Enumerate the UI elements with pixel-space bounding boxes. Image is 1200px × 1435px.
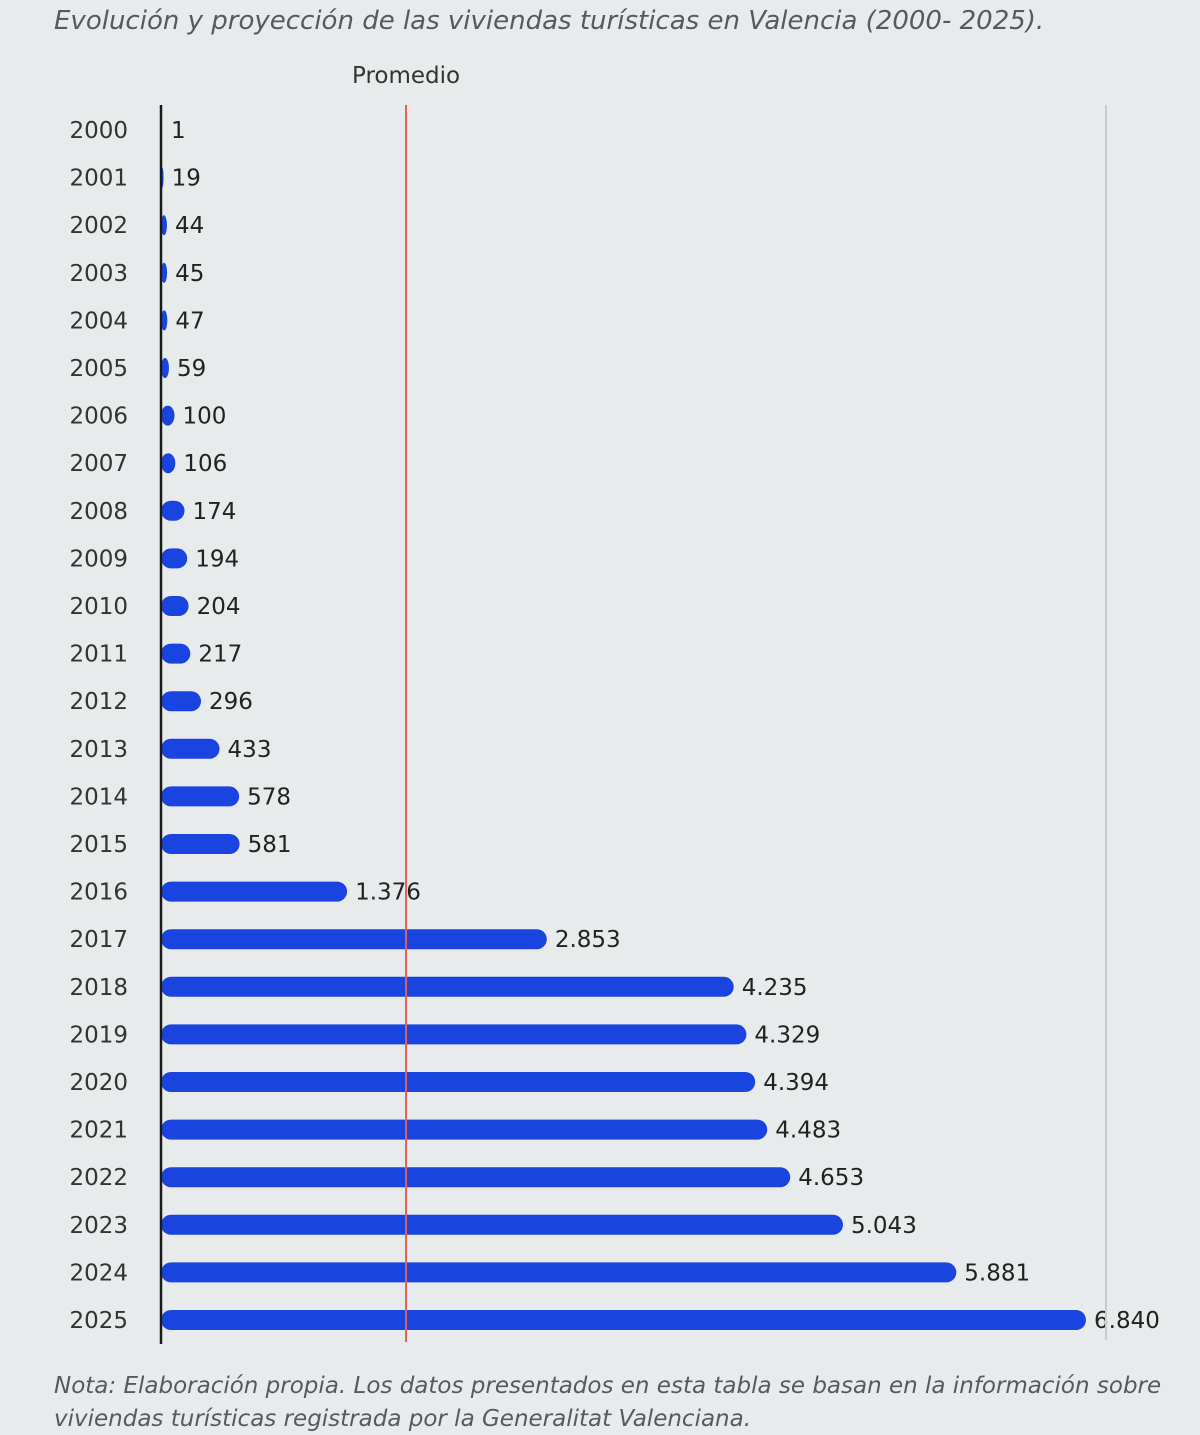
value-label-2012: 296 [209, 689, 253, 715]
bar-2009 [161, 548, 188, 569]
value-label-2000: 1 [171, 118, 186, 144]
value-label-2005: 59 [177, 356, 206, 382]
bar-2002 [161, 215, 167, 236]
bar-2017 [161, 929, 547, 950]
value-label-2006: 100 [183, 404, 227, 430]
bar-2023 [161, 1214, 843, 1235]
year-label-2020: 2020 [69, 1070, 128, 1096]
year-label-2006: 2006 [69, 404, 128, 430]
bar-2014 [161, 786, 240, 807]
value-label-2015: 581 [248, 832, 292, 858]
value-label-2020: 4.394 [763, 1070, 829, 1096]
value-label-2014: 578 [247, 784, 291, 810]
bar-2018 [161, 976, 734, 997]
bar-2025 [161, 1310, 1086, 1330]
value-label-2004: 47 [175, 308, 204, 334]
value-label-2016: 1.376 [355, 880, 421, 906]
bar-chart: 2000 1 2001 19 2002 44 2003 45 2004 47 2005 59 2006 1… [69, 63, 1160, 1344]
year-label-2000: 2000 [69, 118, 128, 144]
year-label-2003: 2003 [69, 261, 128, 287]
value-label-2009: 194 [195, 546, 239, 572]
value-label-2024: 5.881 [964, 1260, 1030, 1286]
bar-2004 [161, 310, 168, 331]
year-label-2022: 2022 [69, 1165, 128, 1191]
value-label-2013: 433 [228, 737, 272, 763]
year-label-2018: 2018 [69, 975, 128, 1001]
bar-2005 [161, 358, 169, 378]
year-label-2002: 2002 [69, 213, 128, 239]
bar-2008 [161, 500, 185, 521]
bar-2024 [161, 1262, 957, 1283]
value-label-2023: 5.043 [851, 1213, 917, 1239]
value-label-2017: 2.853 [555, 927, 621, 953]
bar-2012 [161, 691, 202, 712]
year-label-2025: 2025 [69, 1308, 128, 1334]
labels-layer: 2000 1 2001 19 2002 44 2003 45 2004 47 2005 59 2006 1… [69, 118, 1159, 1334]
bar-2006 [161, 405, 175, 426]
year-label-2007: 2007 [69, 451, 128, 477]
year-label-2021: 2021 [69, 1118, 128, 1144]
year-label-2004: 2004 [69, 308, 128, 334]
year-label-2012: 2012 [69, 689, 128, 715]
year-label-2017: 2017 [69, 927, 128, 953]
value-label-2007: 106 [183, 451, 227, 477]
value-label-2003: 45 [175, 261, 204, 287]
bar-2013 [161, 738, 220, 759]
bar-2016 [161, 881, 348, 902]
value-label-2002: 44 [175, 213, 204, 239]
bar-2015 [161, 834, 240, 854]
year-label-2016: 2016 [69, 880, 128, 906]
value-label-2019: 4.329 [754, 1022, 820, 1048]
year-label-2010: 2010 [69, 594, 128, 620]
value-label-2011: 217 [198, 642, 242, 668]
chart-title: Evolución y proyección de las viviendas … [54, 6, 1045, 36]
value-label-2022: 4.653 [798, 1165, 864, 1191]
year-label-2005: 2005 [69, 356, 128, 382]
value-label-2025: 6.840 [1094, 1308, 1160, 1334]
year-label-2011: 2011 [69, 642, 128, 668]
value-label-2001: 19 [172, 166, 201, 192]
value-label-2008: 174 [193, 499, 237, 525]
year-label-2001: 2001 [69, 166, 128, 192]
bar-2022 [161, 1167, 791, 1188]
bar-2020 [161, 1072, 756, 1092]
value-label-2021: 4.483 [775, 1118, 841, 1144]
bars-layer [161, 120, 1086, 1330]
year-label-2024: 2024 [69, 1260, 128, 1286]
year-label-2019: 2019 [69, 1022, 128, 1048]
year-label-2014: 2014 [69, 784, 128, 810]
average-reference-label: Promedio [352, 63, 460, 89]
bar-2019 [161, 1024, 747, 1045]
year-label-2009: 2009 [69, 546, 128, 572]
bar-2003 [161, 262, 168, 283]
bar-2010 [161, 596, 189, 616]
year-label-2023: 2023 [69, 1213, 128, 1239]
bar-2011 [161, 643, 191, 664]
year-label-2015: 2015 [69, 832, 128, 858]
value-label-2010: 204 [197, 594, 241, 620]
bar-2007 [161, 453, 176, 474]
value-label-2018: 4.235 [742, 975, 808, 1001]
year-label-2008: 2008 [69, 499, 128, 525]
chart-note: Nota: Elaboración propia. Los datos pres… [54, 1373, 1162, 1432]
year-label-2013: 2013 [69, 737, 128, 763]
bar-2021 [161, 1119, 768, 1140]
